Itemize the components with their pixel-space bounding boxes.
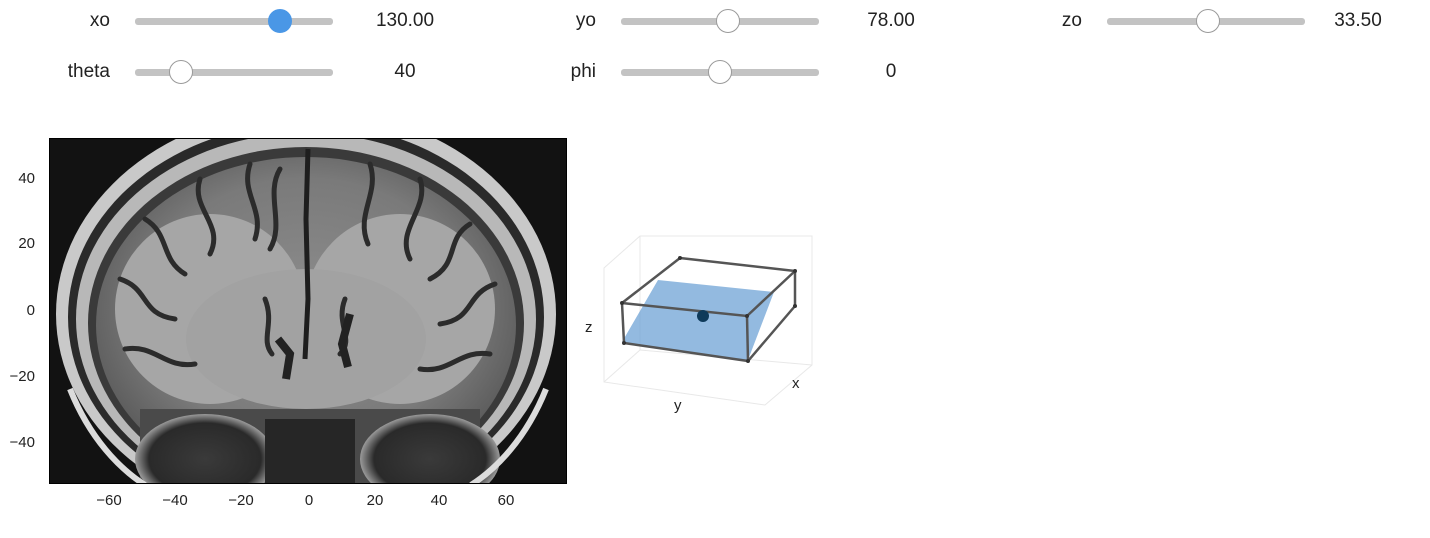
slider-track-theta[interactable] [135,60,333,84]
mri-image [49,138,567,484]
slider-label-phi: phi [570,61,596,82]
slider-label-xo: xo [89,10,110,31]
slider-label-zo: zo [1061,10,1082,31]
slider-label-yo: yo [575,10,596,31]
slider-handle-yo[interactable] [715,9,740,33]
slider-theta[interactable]: theta 40 [20,59,460,89]
mri-slice-plot: 40 20 0 −20 −40 [0,120,580,520]
slice-plane [622,280,774,360]
slider-handle-phi[interactable] [708,60,732,84]
brain-slice-image [50,139,566,483]
slider-value-yo: 78.00 [867,10,915,31]
x-tick-label: −40 [162,492,188,509]
y-tick-label: 40 [18,170,35,187]
slider-label-theta: theta [67,61,110,82]
slider-value-zo: 33.50 [1334,10,1382,31]
slider-xo[interactable]: xo 130.00 [20,8,460,38]
x-tick-label: −60 [96,492,122,509]
slider-track-zo[interactable] [1107,9,1305,33]
x-axis-label: x [792,375,800,392]
y-tick-label: 20 [18,235,35,252]
slider-handle-theta[interactable] [168,60,193,84]
slider-yo[interactable]: yo 78.00 [506,8,946,38]
y-tick-label: −20 [9,368,35,385]
y-axis-label: y [674,397,682,414]
x-tick-label: 60 [497,492,515,509]
y-tick-label: −40 [9,434,35,451]
box-vertices [620,256,797,363]
x-tick-label: 0 [304,492,314,509]
x-tick-label: 20 [366,492,384,509]
slider-value-theta: 40 [394,61,416,82]
slider-zo[interactable]: zo 33.50 [992,8,1422,38]
slider-track-phi[interactable] [621,60,819,84]
slider-handle-xo[interactable] [267,9,292,33]
slice-orientation-3d-plot: z y x [580,210,840,430]
bounding-box-back [621,256,797,306]
slider-track-yo[interactable] [621,9,819,33]
slider-value-phi: 0 [885,61,897,82]
slider-phi[interactable]: phi 0 [506,59,946,89]
z-axis-label: z [585,319,593,336]
slider-track-xo[interactable] [135,9,333,33]
y-tick-label: 0 [26,302,35,319]
slice-center-point [697,310,709,322]
x-tick-label: 40 [430,492,448,509]
slider-handle-zo[interactable] [1195,9,1220,33]
slider-value-xo: 130.00 [375,10,435,31]
x-tick-label: −20 [228,492,254,509]
